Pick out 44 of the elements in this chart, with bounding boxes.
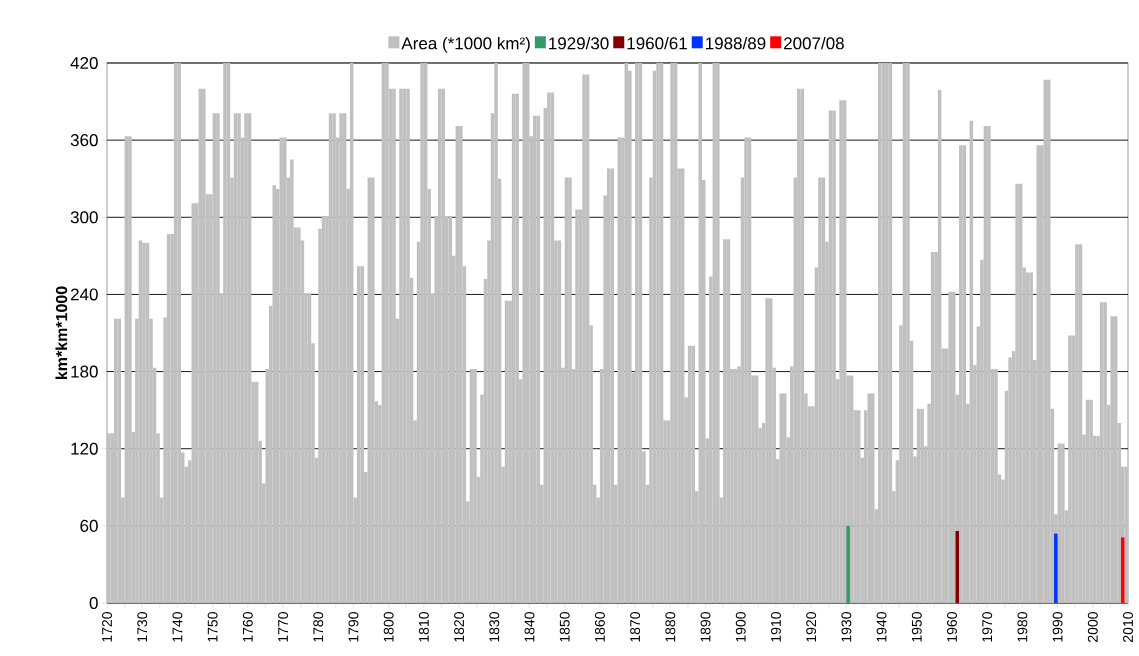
x-tick-label: 1740	[172, 612, 183, 642]
x-tick-label: 1980	[1017, 612, 1028, 642]
y-tick-label: 120	[71, 442, 98, 455]
legend-label: 2007/08	[784, 36, 844, 50]
x-tick-label: 1770	[278, 612, 288, 642]
y-tick-label: 0	[89, 596, 98, 610]
x-tick-label: 1750	[207, 612, 218, 642]
x-tick-label: 1910	[770, 612, 781, 642]
x-tick-label: 1940	[876, 612, 887, 642]
x-tick-label: 1840	[524, 612, 535, 642]
x-tick-label: 1950	[911, 612, 922, 642]
x-tick-label: 1830	[489, 612, 500, 642]
x-tick-label: 1780	[313, 612, 324, 642]
x-tick-label: 1880	[665, 612, 676, 642]
y-tick-label: 360	[70, 134, 98, 147]
x-tick-label: 2000	[1087, 612, 1098, 642]
x-tick-label: 1850	[559, 612, 570, 642]
x-tick-label: 1930	[841, 612, 852, 642]
y-axis-title: km*km*1000	[55, 286, 68, 380]
x-tick-label: 1970	[982, 612, 993, 642]
y-tick-label: 180	[71, 365, 98, 378]
x-tick-label: 1810	[418, 612, 429, 642]
x-tick-label: 2010	[1123, 612, 1133, 642]
y-tick-label: 300	[70, 211, 98, 224]
x-tick-label: 1800	[383, 612, 394, 642]
x-tick-label: 1960	[947, 612, 957, 642]
x-tick-label: 1790	[348, 612, 359, 642]
x-tick-label: 1920	[806, 612, 817, 642]
x-tick-label: 1860	[594, 612, 605, 642]
x-tick-label: 1760	[242, 612, 253, 642]
x-tick-label: 1720	[102, 612, 112, 642]
y-tick-label: 240	[70, 288, 98, 301]
x-tick-label: 1900	[735, 612, 746, 642]
x-tick-label: 1990	[1052, 612, 1063, 642]
legend-label: 1988/89	[706, 36, 766, 50]
legend-label: 1960/61	[627, 36, 687, 50]
x-tick-label: 1820	[454, 612, 465, 642]
x-tick-label: 1890	[700, 612, 711, 642]
x-tick-label: 1870	[630, 612, 641, 642]
legend-label: 1929/30	[549, 36, 609, 50]
x-tick-label: 1730	[137, 612, 148, 642]
legend-label: Area (*1000 km²)	[401, 36, 530, 53]
y-tick-label: 60	[80, 519, 98, 532]
y-tick-label: 420	[70, 56, 98, 70]
